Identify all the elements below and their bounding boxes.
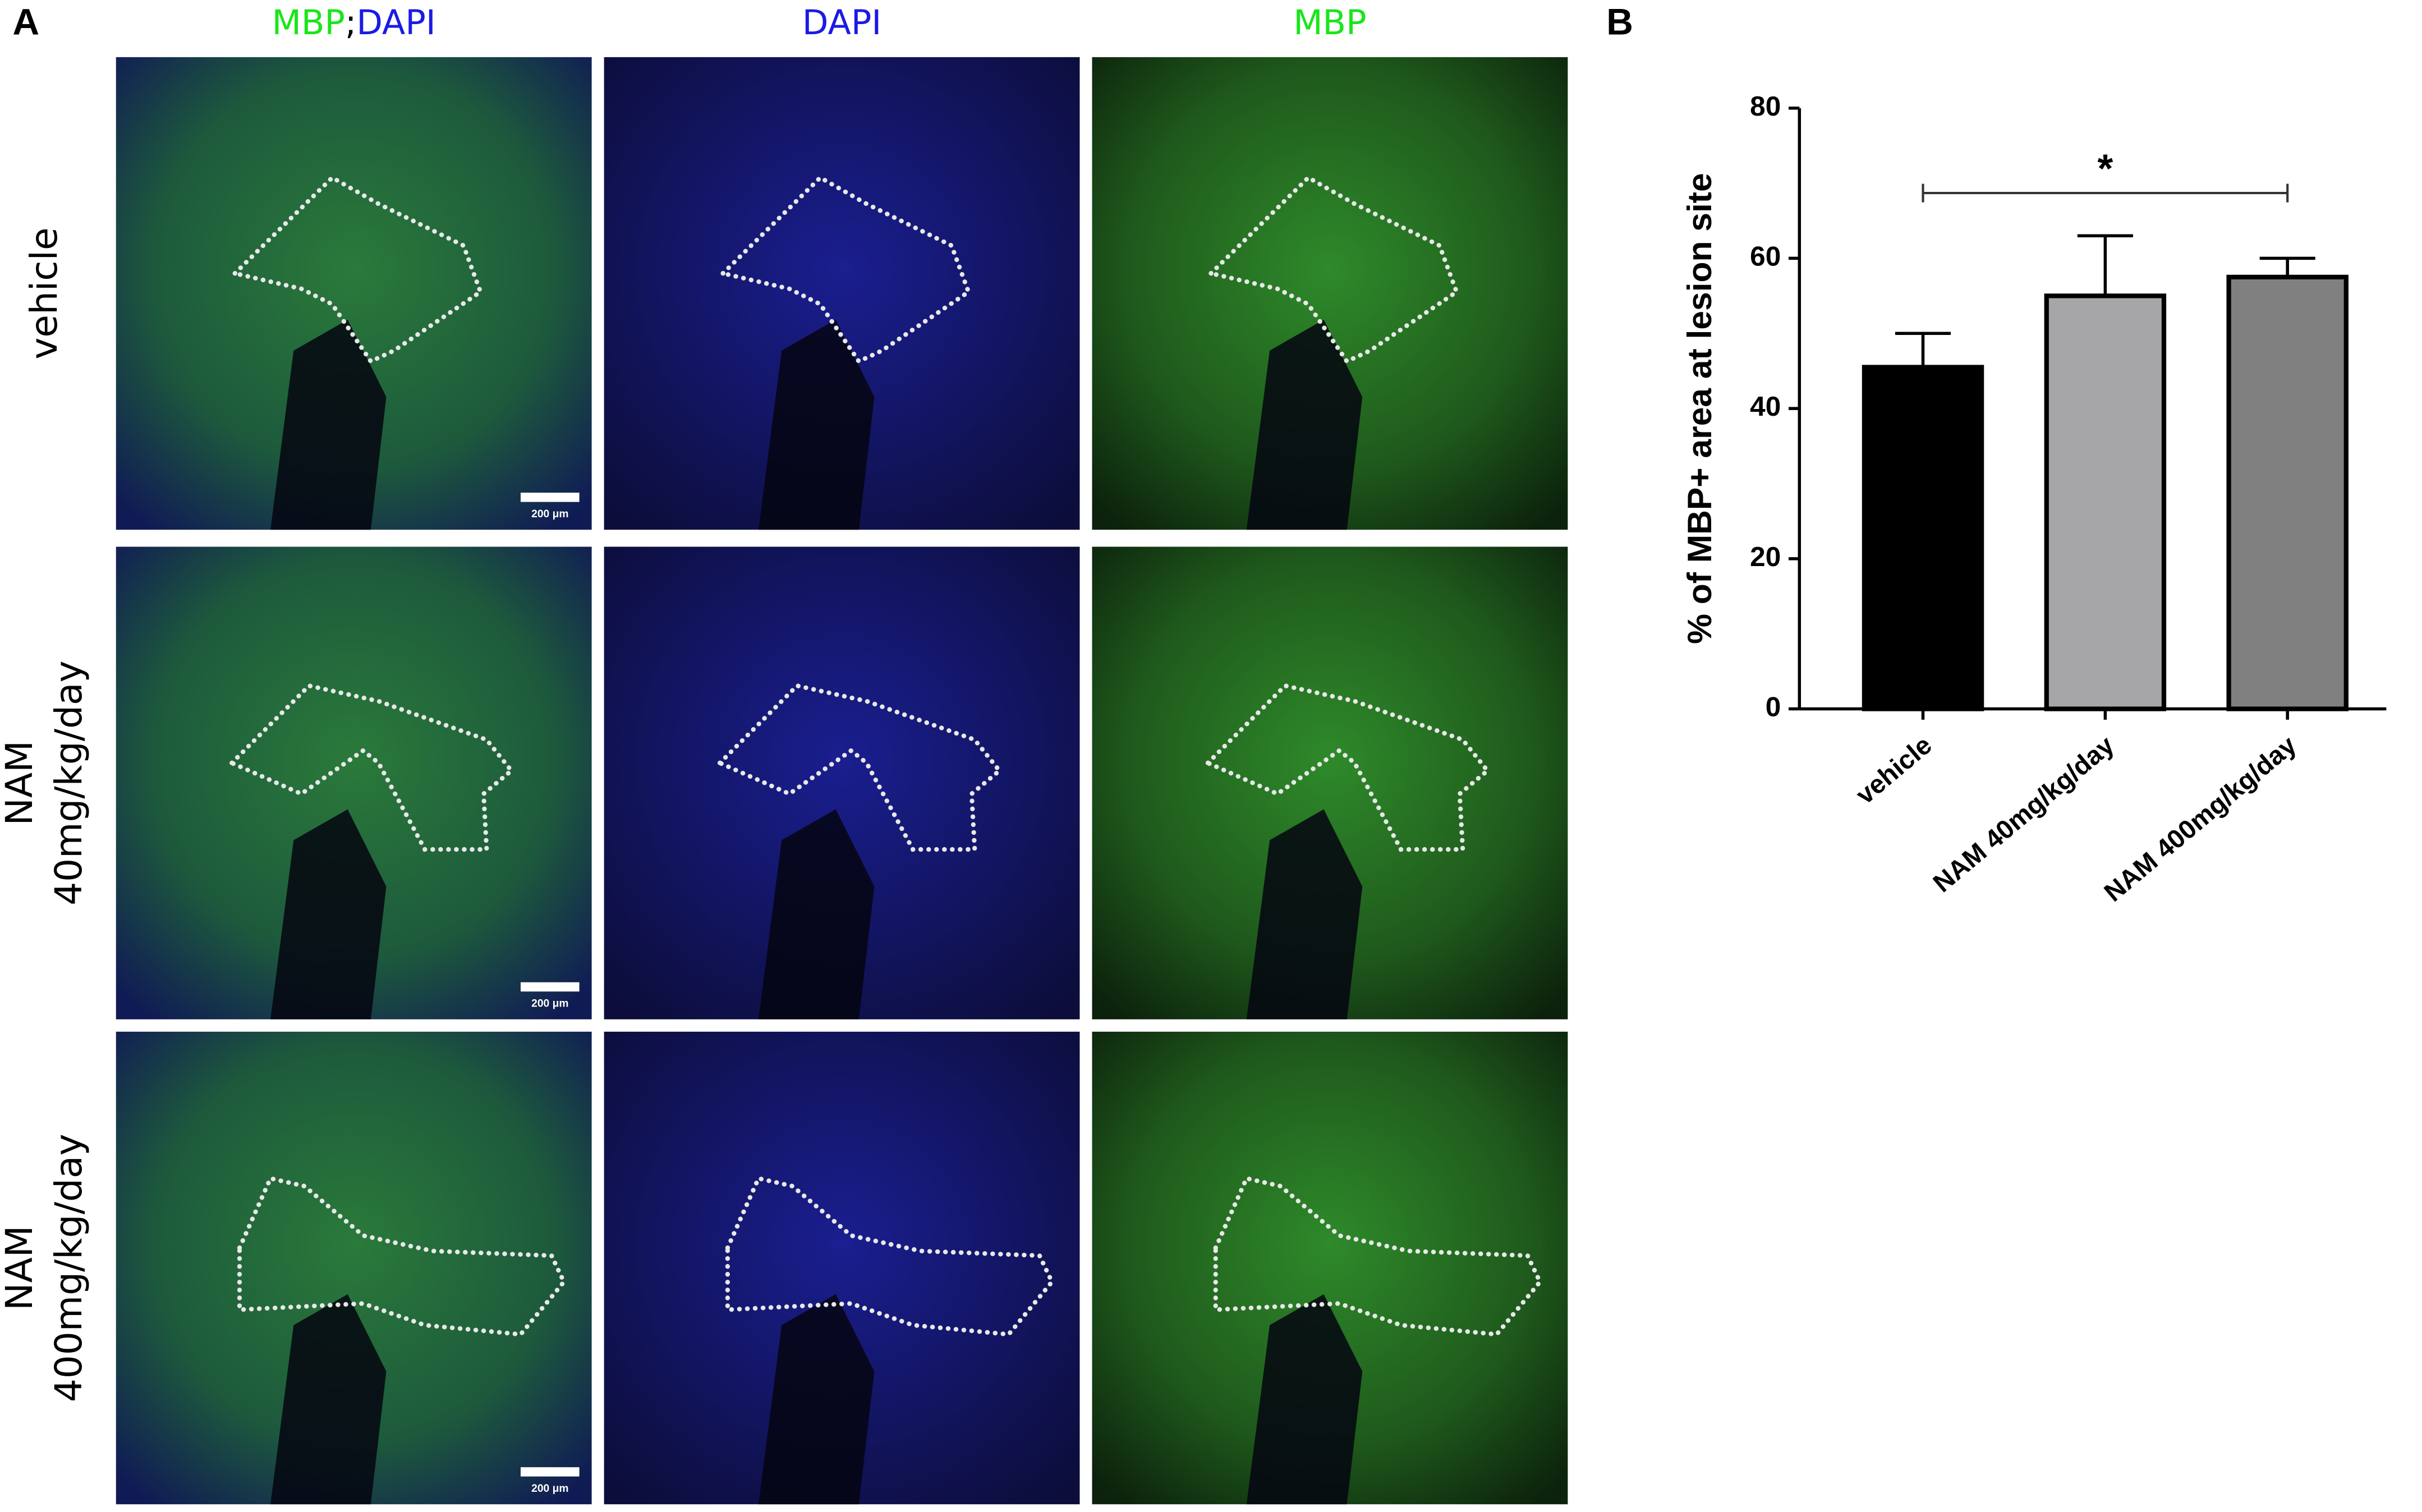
panel-label: A [12, 1, 39, 42]
x-tick-label: NAM 400mg/kg/day [2099, 730, 2302, 907]
header-part: ; [345, 3, 356, 43]
tissue-dark [1246, 1294, 1363, 1505]
tissue-dark [758, 809, 875, 1019]
tissue-dark [270, 809, 387, 1019]
tissue-dark [758, 319, 875, 530]
column-header: DAPI [802, 3, 881, 43]
scale-bar [520, 982, 580, 992]
lesion-outline [230, 174, 484, 365]
header-part: DAPI [356, 3, 435, 43]
bar [1862, 365, 1984, 711]
x-tick-label: vehicle [1850, 730, 1937, 810]
y-tick-label: 20 [1750, 541, 1781, 572]
tissue-dark [270, 319, 387, 530]
lesion-outline [725, 1175, 1055, 1337]
header-part: MBP [272, 3, 345, 43]
header-part: DAPI [802, 3, 881, 43]
y-tick-label: 0 [1766, 691, 1781, 723]
lesion-outline [237, 1175, 567, 1337]
bar-chart: 0 20 40 60 80 % of MBP+ area at lesion site ve… [1680, 90, 2387, 907]
tissue-dark [270, 1294, 387, 1505]
tissue-dark [758, 1294, 875, 1505]
lesion-outline [1206, 174, 1460, 365]
y-tick-label: 40 [1750, 390, 1781, 422]
row-label: 40mg/kg/day [47, 660, 90, 905]
y-tick-label: 80 [1750, 90, 1781, 122]
x-tick-label: NAM 40mg/kg/day [1928, 730, 2120, 898]
bar [2226, 274, 2349, 711]
scale-bar-label: 200 μm [531, 508, 568, 520]
header-part: MBP [1293, 3, 1366, 43]
scale-bar [520, 493, 580, 502]
significance-label: * [2097, 146, 2113, 191]
row-label: NAM [0, 741, 41, 826]
bar [2044, 293, 2167, 711]
scale-bar-label: 200 μm [531, 1483, 568, 1495]
lesion-outline [1213, 1175, 1543, 1337]
row-label: 400mg/kg/day [47, 1134, 90, 1403]
panel-label: B [1606, 1, 1633, 42]
column-header: MBP [1293, 3, 1366, 43]
scale-bar-label: 200 μm [531, 998, 568, 1009]
row-label: vehicle [22, 227, 66, 359]
row-label: NAM [0, 1225, 41, 1311]
column-header: MBP;DAPI [272, 3, 436, 43]
tissue-dark [1246, 319, 1363, 530]
lesion-outline [718, 174, 972, 365]
tissue-dark [1246, 809, 1363, 1019]
y-tick-label: 60 [1750, 241, 1781, 272]
scale-bar [520, 1467, 580, 1477]
y-axis-label: % of MBP+ area at lesion site [1680, 173, 1718, 644]
